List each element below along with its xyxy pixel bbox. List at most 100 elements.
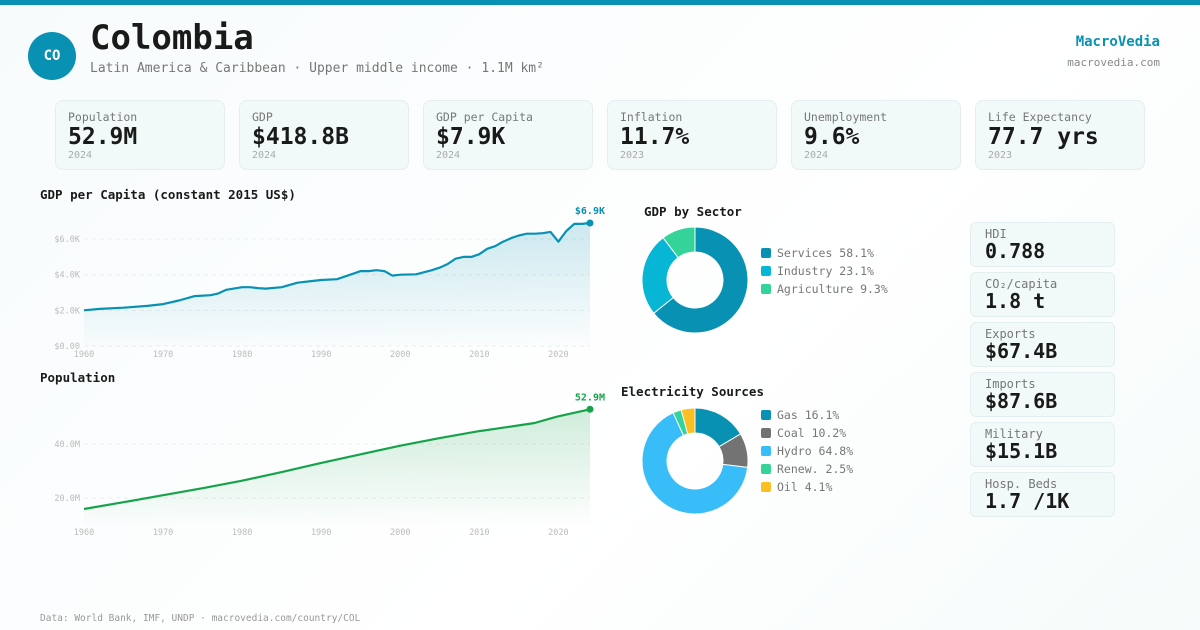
stat-year: 2024	[68, 150, 93, 161]
side-card-military: Military $15.1B	[970, 422, 1115, 467]
population-y-tick-label: 20.0M	[54, 494, 80, 504]
population-x-tick-label: 1990	[311, 528, 331, 538]
side-stat-value: $15.1B	[985, 439, 1058, 463]
gdp-per-capita-x-tick-label: 1980	[232, 350, 252, 360]
side-stat-label: Exports	[985, 327, 1036, 341]
stat-year: 2024	[436, 150, 461, 161]
population-end-label: 52.9M	[575, 392, 605, 403]
brand-logo[interactable]: MacroVedia	[1075, 34, 1160, 50]
gdp-sector-slice-services	[653, 226, 749, 334]
gdp-per-capita-x-tick-label: 1970	[153, 350, 173, 360]
population-x-tick-label: 1970	[153, 528, 173, 538]
legend-swatch	[761, 284, 771, 294]
population-x-tick-label: 2020	[548, 528, 568, 538]
legend-swatch	[761, 248, 771, 258]
stat-label: Population	[68, 110, 138, 124]
population-x-tick-label: 1980	[232, 528, 252, 538]
stat-card-inflation: Inflation 11.7% 2023	[607, 100, 777, 170]
legend-swatch	[761, 482, 771, 492]
stat-label: GDP	[252, 110, 273, 124]
stat-label: GDP per Capita	[436, 110, 533, 124]
side-stat-value: 1.8 t	[985, 289, 1046, 313]
stat-label: Inflation	[620, 110, 683, 124]
stat-value: 9.6%	[804, 124, 860, 150]
gdp-sector-legend: Services 58.1% Industry 23.1% Agriculture …	[761, 244, 888, 298]
side-stat-label: CO₂/capita	[985, 277, 1058, 291]
legend-label: Services 58.1%	[777, 246, 874, 260]
gdp-sector-chart-title: GDP by Sector	[644, 204, 742, 219]
page-subtitle: Latin America & Caribbean · Upper middle…	[90, 61, 544, 76]
gdp-sector-legend-item: Services 58.1%	[761, 244, 888, 262]
stat-value: 11.7%	[620, 124, 690, 150]
side-stat-label: HDI	[985, 227, 1007, 241]
legend-swatch	[761, 464, 771, 474]
electricity-legend-item: Gas 16.1%	[761, 406, 853, 424]
gdp-per-capita-x-tick-label: 2020	[548, 350, 568, 360]
gdp-sector-slice-agriculture	[662, 226, 696, 259]
brand-url[interactable]: macrovedia.com	[1067, 56, 1160, 69]
country-flag-badge: CO	[28, 32, 76, 80]
legend-swatch	[761, 266, 771, 276]
population-line	[83, 408, 591, 511]
population-y-tick-label: 40.0M	[54, 440, 80, 450]
gdp-per-capita-line	[83, 221, 591, 312]
page-title: Colombia	[90, 18, 254, 58]
legend-label: Gas 16.1%	[777, 408, 840, 422]
side-stat-value: $87.6B	[985, 389, 1058, 413]
side-card-hospital-beds: Hosp. Beds 1.7 /1K	[970, 472, 1115, 517]
gdp-per-capita-y-tick-label: $2.0K	[54, 306, 80, 316]
electricity-slice-oil	[680, 407, 696, 435]
stat-value: $7.9K	[436, 124, 506, 150]
side-stat-label: Hosp. Beds	[985, 477, 1058, 491]
stat-label: Unemployment	[804, 110, 888, 124]
side-card-hdi: HDI 0.788	[970, 222, 1115, 267]
stat-year: 2023	[620, 150, 645, 161]
population-end-point	[586, 405, 594, 413]
gdp-sector-legend-item: Agriculture 9.3%	[761, 280, 888, 298]
population-x-tick-label: 2000	[390, 528, 410, 538]
gdp-per-capita-y-tick-label: $4.0K	[54, 271, 80, 281]
gdp-per-capita-y-tick-label: $0.00	[54, 342, 80, 352]
gdp-per-capita-end-point	[586, 219, 594, 227]
stat-year: 2024	[804, 150, 829, 161]
legend-label: Coal 10.2%	[777, 426, 847, 440]
population-x-tick-label: 1960	[74, 528, 94, 538]
stat-cards: Population 52.9M 2024 GDP $418.8B 2024 GDP p…	[55, 100, 1145, 170]
side-stat-value: 0.788	[985, 239, 1046, 263]
electricity-legend-item: Coal 10.2%	[761, 424, 853, 442]
side-stat-value: 1.7 /1K	[985, 489, 1070, 513]
side-card-co2: CO₂/capita 1.8 t	[970, 272, 1115, 317]
electricity-slice-hydro	[641, 412, 749, 515]
gdp-per-capita-x-tick-label: 1990	[311, 350, 331, 360]
gdp-per-capita-y-tick-label: $6.0K	[54, 235, 80, 245]
stat-label: Life Expectancy	[988, 110, 1092, 124]
legend-swatch	[761, 428, 771, 438]
stat-card-gdp: GDP $418.8B 2024	[239, 100, 409, 170]
side-stat-label: Military	[985, 427, 1043, 441]
electricity-legend-item: Oil 4.1%	[761, 478, 853, 496]
side-stat-label: Imports	[985, 377, 1036, 391]
gdp-sector-legend-item: Industry 23.1%	[761, 262, 888, 280]
top-accent-bar	[0, 0, 1200, 5]
side-card-imports: Imports $87.6B	[970, 372, 1115, 417]
electricity-legend-item: Renew. 2.5%	[761, 460, 853, 478]
stat-value: 77.7 yrs	[988, 124, 1099, 150]
side-card-exports: Exports $67.4B	[970, 322, 1115, 367]
stat-card-population: Population 52.9M 2024	[55, 100, 225, 170]
legend-label: Industry 23.1%	[777, 264, 874, 278]
legend-label: Renew. 2.5%	[777, 462, 854, 476]
legend-label: Oil 4.1%	[777, 480, 833, 494]
legend-swatch	[761, 446, 771, 456]
stat-value: 52.9M	[68, 124, 138, 150]
gdp-per-capita-area	[84, 223, 590, 346]
stat-year: 2023	[988, 150, 1013, 161]
side-stat-value: $67.4B	[985, 339, 1058, 363]
population-x-tick-label: 2010	[469, 528, 489, 538]
electricity-chart-title: Electricity Sources	[621, 384, 764, 399]
population-chart-title: Population	[40, 370, 116, 385]
country-code: CO	[43, 48, 61, 64]
stat-value: $418.8B	[252, 124, 349, 150]
stat-card-life-expectancy: Life Expectancy 77.7 yrs 2023	[975, 100, 1145, 170]
legend-label: Agriculture 9.3%	[777, 282, 888, 296]
